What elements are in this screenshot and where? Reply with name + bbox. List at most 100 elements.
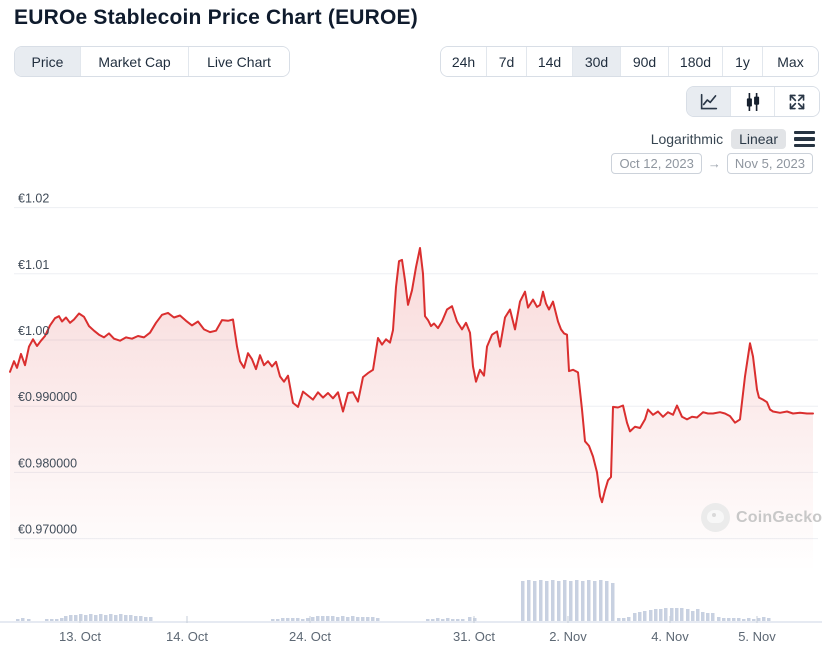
volume-bar [727, 618, 731, 621]
volume-bar [622, 618, 626, 621]
volume-bar [366, 617, 370, 621]
volume-bar [659, 609, 663, 621]
hamburger-menu-icon[interactable] [794, 129, 815, 149]
volume-bar [119, 614, 123, 621]
volume-bar [654, 609, 658, 621]
volume-bar [316, 616, 320, 621]
start-date-input[interactable]: Oct 12, 2023 [611, 153, 702, 174]
scale-toggle-row: Logarithmic Linear [651, 128, 815, 150]
range-7d-button[interactable]: 7d [487, 47, 527, 76]
volume-bar [575, 580, 579, 621]
range-24h-button[interactable]: 24h [441, 47, 487, 76]
x-axis-label: 31. Oct [453, 629, 495, 644]
volume-bar [351, 616, 355, 621]
logarithmic-option[interactable]: Logarithmic [650, 131, 724, 147]
volume-bar [587, 580, 591, 621]
x-axis-label: 13. Oct [59, 629, 101, 644]
tab-price[interactable]: Price [15, 47, 81, 76]
volume-bar [722, 618, 726, 621]
volume-bar [341, 616, 345, 621]
view-tabs: Price Market Cap Live Chart [14, 46, 290, 77]
volume-bar [593, 581, 597, 621]
volume-bar [638, 612, 642, 621]
volume-bar [680, 608, 684, 621]
volume-bar [281, 618, 285, 621]
volume-bar [286, 618, 290, 621]
volume-bar [456, 619, 460, 621]
volume-bar [767, 618, 771, 621]
volume-bar [114, 615, 118, 621]
line-chart-toggle-button[interactable] [687, 87, 731, 116]
volume-bar [21, 618, 25, 621]
y-axis-label: €1.02 [18, 192, 49, 206]
volume-bar [55, 619, 59, 621]
volume-bar [569, 581, 573, 621]
volume-bar [670, 608, 674, 621]
linear-option[interactable]: Linear [731, 129, 786, 149]
volume-bar [617, 618, 621, 621]
volume-bar [89, 614, 93, 621]
volume-bar [649, 610, 653, 621]
volume-bar [426, 619, 430, 621]
volume-bar [696, 609, 700, 621]
volume-bar [599, 580, 603, 621]
candlestick-icon [744, 92, 762, 112]
volume-bar [757, 618, 761, 621]
candlestick-toggle-button[interactable] [731, 87, 775, 116]
volume-bar [742, 619, 746, 621]
volume-bar [581, 581, 585, 621]
volume-bar [539, 580, 543, 621]
volume-bar [149, 617, 153, 621]
y-axis-label: €0.990000 [18, 390, 77, 404]
volume-bar [291, 618, 295, 621]
range-14d-button[interactable]: 14d [527, 47, 573, 76]
range-90d-button[interactable]: 90d [621, 47, 669, 76]
volume-bar [521, 581, 525, 621]
price-line [9, 247, 814, 504]
end-date-input[interactable]: Nov 5, 2023 [726, 153, 813, 174]
volume-bar [306, 618, 310, 621]
volume-bar [356, 617, 360, 621]
volume-bar [27, 619, 31, 621]
tab-market-cap[interactable]: Market Cap [81, 47, 189, 76]
tab-live-chart[interactable]: Live Chart [189, 47, 289, 76]
volume-bar [376, 618, 380, 621]
volume-bar [605, 581, 609, 621]
range-30d-button[interactable]: 30d [573, 47, 621, 76]
range-1y-button[interactable]: 1y [723, 47, 763, 76]
volume-bar [60, 618, 64, 621]
volume-bar [563, 580, 567, 621]
volume-bar [361, 617, 365, 621]
volume-bar [139, 616, 143, 621]
volume-bar [321, 616, 325, 621]
chart-type-buttons [686, 86, 820, 117]
price-area-fill [10, 248, 813, 572]
volume-bar [643, 611, 647, 621]
volume-bar [717, 617, 721, 621]
volume-bar [331, 616, 335, 621]
volume-bar [557, 581, 561, 621]
volume-bar [371, 617, 375, 621]
volume-bar [752, 619, 756, 621]
volume-bar [691, 611, 695, 621]
fullscreen-toggle-button[interactable] [775, 87, 819, 116]
volume-bar [45, 619, 49, 621]
volume-bar [473, 618, 477, 621]
volume-bar [104, 615, 108, 621]
volume-bar [436, 618, 440, 621]
volume-bar [134, 616, 138, 621]
fullscreen-icon [788, 93, 806, 111]
range-180d-button[interactable]: 180d [669, 47, 723, 76]
y-axis-label: €1.01 [18, 258, 49, 272]
range-max-button[interactable]: Max [763, 47, 818, 76]
volume-bar [711, 613, 715, 621]
volume-bar [675, 608, 679, 621]
volume-bar [99, 614, 103, 621]
volume-bar [84, 615, 88, 621]
volume-bar [336, 617, 340, 621]
volume-bar [109, 614, 113, 621]
x-axis-label: 14. Oct [166, 629, 208, 644]
volume-bar [762, 617, 766, 621]
